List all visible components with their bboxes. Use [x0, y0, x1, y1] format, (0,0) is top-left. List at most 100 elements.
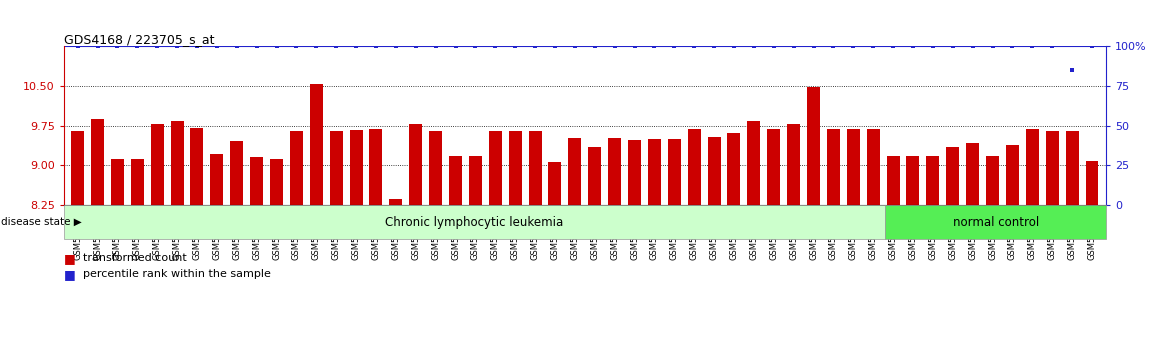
Bar: [1085, 161, 1099, 205]
Point: [287, 43, 306, 49]
Point: [307, 43, 325, 49]
Point: [645, 43, 664, 49]
Point: [903, 43, 922, 49]
Bar: [608, 138, 621, 205]
Bar: [987, 156, 999, 205]
Bar: [628, 140, 642, 205]
Point: [367, 43, 386, 49]
Bar: [966, 143, 980, 205]
Bar: [111, 159, 124, 205]
Point: [129, 43, 147, 49]
Bar: [71, 131, 85, 205]
Text: disease state ▶: disease state ▶: [1, 217, 82, 227]
Bar: [688, 130, 701, 205]
Point: [864, 43, 882, 49]
Point: [148, 43, 167, 49]
Text: normal control: normal control: [953, 216, 1039, 229]
Bar: [310, 84, 323, 205]
Bar: [250, 157, 263, 205]
Point: [963, 43, 982, 49]
Point: [1003, 43, 1021, 49]
Text: ■: ■: [64, 268, 75, 281]
Point: [983, 43, 1002, 49]
Bar: [508, 131, 521, 205]
Point: [1083, 43, 1101, 49]
Bar: [549, 162, 562, 205]
Point: [684, 43, 703, 49]
Point: [168, 43, 186, 49]
Point: [486, 43, 505, 49]
Bar: [1026, 130, 1039, 205]
Point: [406, 43, 425, 49]
Point: [944, 43, 962, 49]
Point: [824, 43, 843, 49]
Bar: [449, 156, 462, 205]
Point: [784, 43, 802, 49]
Text: percentile rank within the sample: percentile rank within the sample: [83, 269, 271, 279]
Bar: [131, 159, 144, 205]
Bar: [290, 131, 303, 205]
Point: [506, 43, 525, 49]
Bar: [1046, 131, 1058, 205]
Point: [68, 43, 87, 49]
Bar: [528, 131, 542, 205]
Bar: [230, 141, 243, 205]
Bar: [827, 130, 840, 205]
Point: [248, 43, 266, 49]
Point: [327, 43, 345, 49]
Point: [844, 43, 863, 49]
Bar: [350, 130, 362, 205]
Point: [446, 43, 464, 49]
Bar: [768, 130, 780, 205]
Point: [227, 43, 245, 49]
Bar: [569, 138, 581, 205]
Point: [924, 43, 943, 49]
Bar: [489, 131, 501, 205]
Text: Chronic lymphocytic leukemia: Chronic lymphocytic leukemia: [386, 216, 564, 229]
Point: [188, 43, 206, 49]
Bar: [887, 156, 900, 205]
Point: [346, 43, 365, 49]
Point: [606, 43, 624, 49]
Bar: [389, 200, 402, 205]
Bar: [330, 131, 343, 205]
Bar: [430, 131, 442, 205]
Bar: [747, 121, 761, 205]
Bar: [907, 156, 919, 205]
Point: [884, 43, 902, 49]
Text: transformed count: transformed count: [83, 253, 188, 263]
Bar: [369, 130, 382, 205]
Point: [725, 43, 743, 49]
Bar: [151, 124, 163, 205]
Bar: [1006, 145, 1019, 205]
Bar: [1065, 131, 1078, 205]
Point: [665, 43, 683, 49]
Point: [545, 43, 564, 49]
Bar: [787, 124, 800, 205]
Point: [745, 43, 763, 49]
Point: [267, 43, 286, 49]
Point: [526, 43, 544, 49]
Point: [805, 43, 823, 49]
Point: [108, 43, 126, 49]
Point: [207, 43, 226, 49]
Point: [764, 43, 783, 49]
Bar: [469, 156, 482, 205]
Bar: [926, 156, 939, 205]
Bar: [727, 133, 740, 205]
Point: [1063, 67, 1082, 73]
Point: [1023, 43, 1041, 49]
Point: [565, 43, 584, 49]
Bar: [846, 130, 859, 205]
Bar: [708, 137, 720, 205]
Point: [467, 43, 485, 49]
Text: GDS4168 / 223705_s_at: GDS4168 / 223705_s_at: [64, 33, 214, 46]
Text: ■: ■: [64, 252, 75, 265]
Point: [1043, 43, 1062, 49]
Bar: [668, 139, 681, 205]
Bar: [807, 87, 820, 205]
Bar: [91, 119, 104, 205]
Bar: [588, 147, 601, 205]
Bar: [409, 124, 423, 205]
Point: [586, 43, 604, 49]
